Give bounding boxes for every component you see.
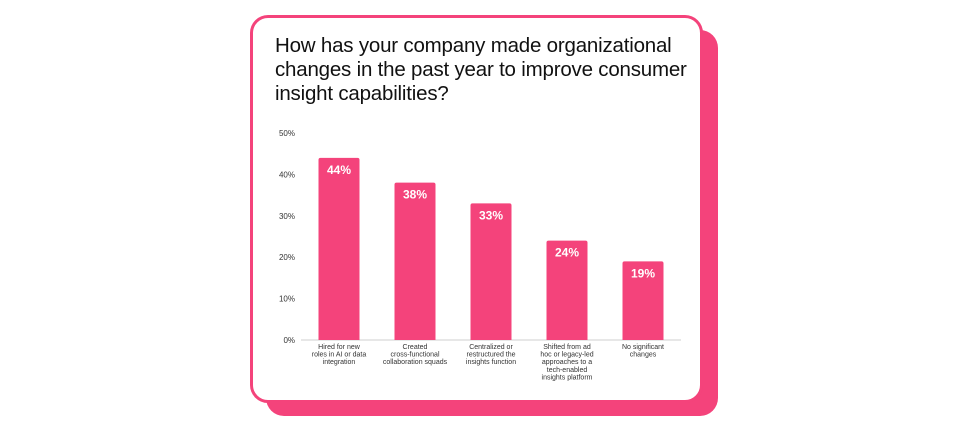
x-category-label: Shifted from ad hoc or legacy-led approach… xyxy=(540,344,593,381)
y-tick-label: 10% xyxy=(279,295,295,304)
bar-value-label: 33% xyxy=(479,208,503,222)
y-tick-label: 30% xyxy=(279,212,295,221)
bar-chart: 0% 10% 20% 30% 40% 50% 44% Hired for new roles i… xyxy=(279,129,681,381)
y-tick-label: 20% xyxy=(279,253,295,262)
y-tick-label: 0% xyxy=(283,336,295,345)
x-category-label: Hired for new roles in AI or data integrat… xyxy=(312,344,367,366)
bar-value-label: 38% xyxy=(403,188,427,202)
y-tick-label: 50% xyxy=(279,129,295,138)
y-tick-label: 40% xyxy=(279,170,295,179)
x-category-label: Centralized or restructured the insights f… xyxy=(466,344,516,366)
bar xyxy=(622,261,664,340)
x-category-label: No significant changes xyxy=(622,344,664,359)
bar xyxy=(394,182,436,340)
bar xyxy=(546,240,588,340)
bar xyxy=(470,203,512,340)
chart-card: How has your company made organizational… xyxy=(250,15,703,403)
bar-value-label: 19% xyxy=(631,266,655,280)
x-category-label: Created cross-functional collaboration squ… xyxy=(383,344,448,366)
bar xyxy=(318,157,360,340)
chart-title: How has your company made organizational… xyxy=(275,34,687,105)
bar-value-label: 24% xyxy=(555,246,579,260)
bar-value-label: 44% xyxy=(327,163,351,177)
